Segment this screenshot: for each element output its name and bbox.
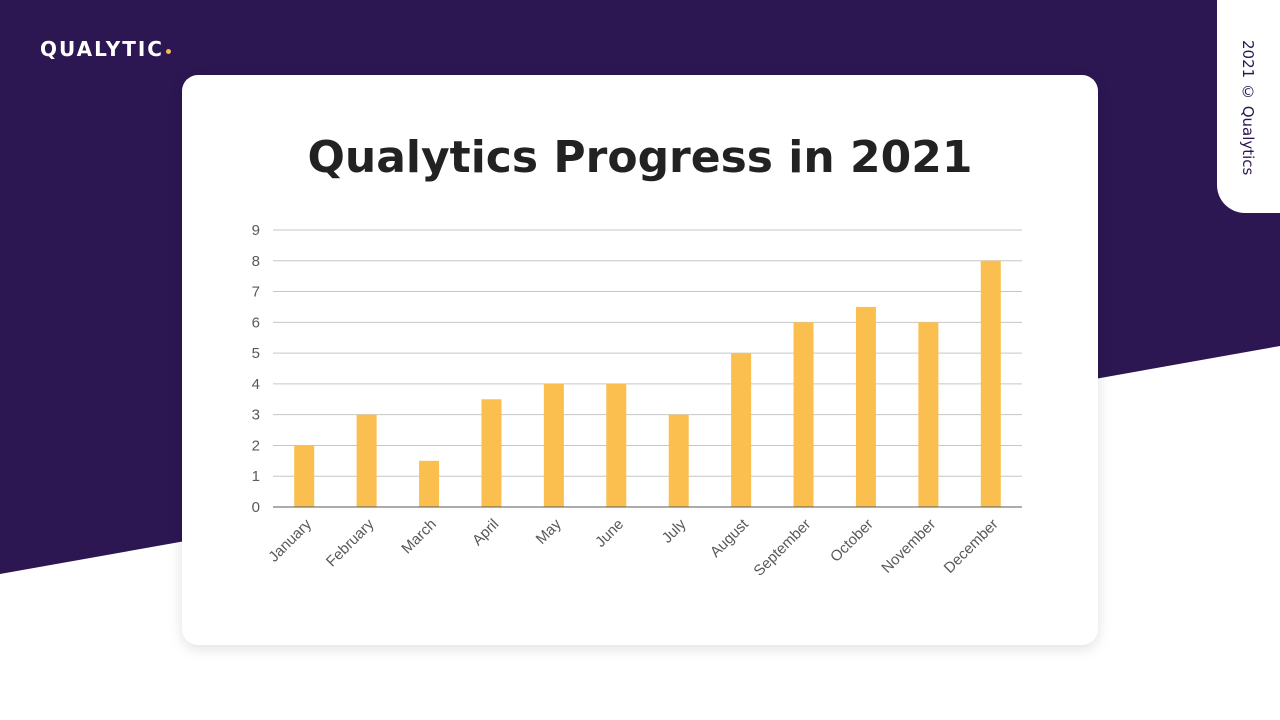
x-tick-label: August bbox=[707, 515, 753, 561]
y-tick-label: 7 bbox=[252, 284, 260, 301]
x-tick-label: February bbox=[323, 515, 378, 570]
copyright-tab: 2021 © Qualytics bbox=[1217, 0, 1280, 213]
chart-title: Qualytics Progress in 2021 bbox=[307, 132, 973, 183]
copyright-text: 2021 © Qualytics bbox=[1239, 40, 1257, 176]
x-tick-label: June bbox=[592, 516, 627, 551]
x-tick-label: July bbox=[659, 515, 690, 546]
bar bbox=[793, 322, 814, 507]
bar bbox=[980, 260, 1001, 507]
x-tick-label: March bbox=[398, 516, 439, 557]
logo-text: QUALYTIC bbox=[40, 37, 164, 61]
y-tick-label: 3 bbox=[252, 407, 260, 424]
y-tick-label: 8 bbox=[252, 253, 260, 270]
bar bbox=[419, 460, 440, 507]
bar bbox=[918, 322, 939, 507]
y-tick-label: 4 bbox=[252, 376, 260, 393]
y-tick-label: 5 bbox=[252, 345, 260, 362]
y-tick-label: 9 bbox=[252, 222, 260, 239]
x-tick-label: May bbox=[533, 515, 565, 547]
bar bbox=[855, 306, 876, 507]
y-tick-label: 6 bbox=[252, 314, 260, 331]
y-tick-label: 0 bbox=[252, 499, 260, 516]
x-tick-label: September bbox=[750, 516, 814, 580]
x-tick-label: November bbox=[878, 516, 939, 577]
y-tick-label: 2 bbox=[252, 437, 260, 454]
logo: QUALYTIC bbox=[40, 37, 171, 61]
x-tick-label: October bbox=[827, 516, 877, 566]
bar bbox=[543, 383, 564, 507]
x-tick-label: April bbox=[469, 516, 502, 549]
bar bbox=[481, 399, 502, 507]
x-tick-label: December bbox=[941, 516, 1002, 577]
bar bbox=[731, 353, 752, 507]
chart-card bbox=[182, 75, 1098, 645]
bar bbox=[606, 383, 627, 507]
bar bbox=[668, 414, 689, 507]
bar bbox=[356, 414, 377, 507]
x-tick-label: January bbox=[265, 515, 315, 565]
bar bbox=[294, 445, 315, 507]
y-tick-label: 1 bbox=[252, 468, 260, 485]
logo-dot-icon bbox=[165, 49, 171, 54]
